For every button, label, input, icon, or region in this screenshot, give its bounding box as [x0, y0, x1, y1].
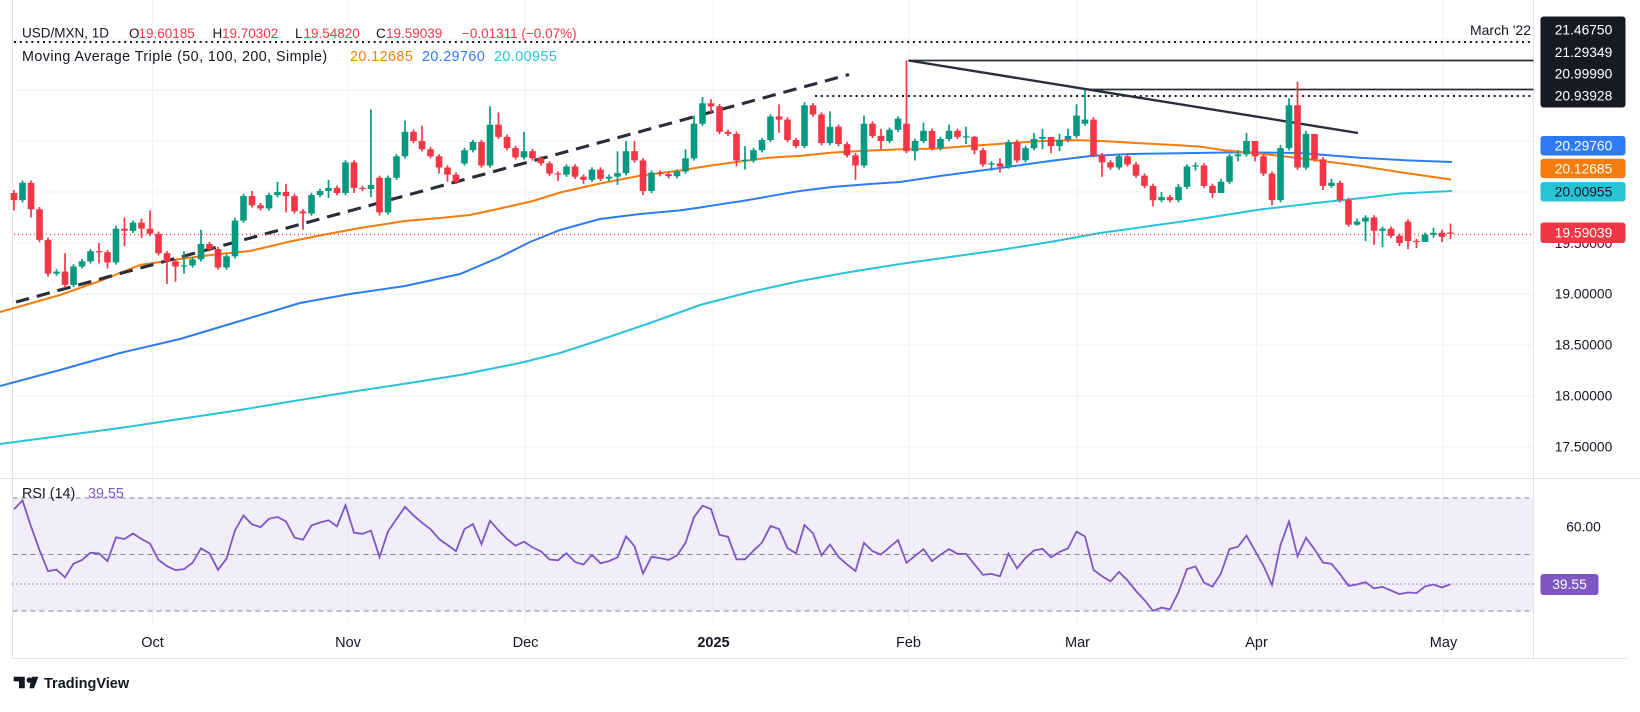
svg-text:21.46750: 21.46750	[1555, 23, 1613, 38]
svg-text:18.00000: 18.00000	[1555, 389, 1613, 404]
svg-text:Mar: Mar	[1065, 635, 1090, 651]
svg-text:39.55: 39.55	[1552, 577, 1587, 592]
svg-text:RSI (14)39.55: RSI (14) 39.55	[22, 486, 124, 502]
svg-text:Moving Average Triple (50, 100: Moving Average Triple (50, 100, 200, Sim…	[22, 49, 557, 65]
svg-text:Oct: Oct	[141, 635, 164, 651]
svg-text:20.12685: 20.12685	[1555, 161, 1613, 176]
svg-text:Feb: Feb	[896, 635, 921, 651]
svg-text:March '22: March '22	[1470, 22, 1531, 38]
svg-text:20.29760: 20.29760	[1555, 139, 1613, 154]
svg-text:20.00955: 20.00955	[1555, 185, 1613, 200]
svg-text:Apr: Apr	[1245, 635, 1268, 651]
svg-text:20.93928: 20.93928	[1555, 89, 1613, 104]
svg-text:21.29349: 21.29349	[1555, 45, 1613, 60]
svg-text:20.99990: 20.99990	[1555, 67, 1613, 82]
svg-text:19.00000: 19.00000	[1555, 287, 1613, 302]
svg-text:60.00: 60.00	[1566, 520, 1601, 535]
svg-text:18.50000: 18.50000	[1555, 338, 1613, 353]
svg-text:17.50000: 17.50000	[1555, 440, 1613, 455]
svg-text:Dec: Dec	[513, 635, 539, 651]
svg-text:19.59039: 19.59039	[1555, 226, 1613, 241]
svg-text:Nov: Nov	[335, 635, 362, 651]
svg-text:2025: 2025	[697, 635, 729, 651]
svg-text:May: May	[1430, 635, 1458, 651]
svg-text:TradingView: TradingView	[44, 676, 130, 692]
